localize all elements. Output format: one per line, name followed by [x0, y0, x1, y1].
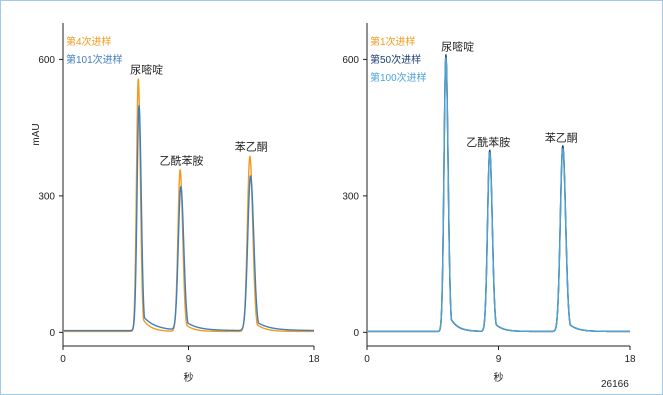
x-axis-title: 秒 — [494, 371, 504, 384]
y-tick-label: 600 — [342, 55, 359, 66]
y-tick-label: 300 — [342, 191, 359, 202]
legend-entry: 第4次进样 — [66, 35, 112, 48]
figure-id-label: 26166 — [601, 379, 629, 390]
x-axis-title: 秒 — [184, 371, 194, 384]
x-tick-label: 0 — [60, 354, 66, 365]
peak-annotation: 苯乙酮 — [235, 140, 268, 154]
legend-entry: 第50次进样 — [370, 53, 421, 66]
legend-entry: 第101次进样 — [66, 53, 123, 66]
series-line-2 — [62, 105, 315, 332]
legend-entry: 第100次进样 — [370, 71, 427, 84]
legend-entry: 第1次进样 — [370, 35, 416, 48]
y-tick-label: 600 — [38, 55, 55, 66]
x-tick-label: 9 — [186, 354, 192, 365]
y-tick-label: 0 — [49, 328, 55, 339]
y-axis-title: mAU — [31, 123, 42, 145]
peak-annotation: 尿嘧啶 — [130, 62, 163, 76]
y-tick-label: 0 — [353, 328, 359, 339]
x-tick-label: 18 — [624, 354, 636, 365]
series-line-1 — [62, 78, 315, 333]
series-line-2 — [366, 54, 631, 333]
series-line-3 — [366, 56, 631, 333]
series-line-1 — [366, 55, 631, 333]
peak-annotation: 乙酰苯胺 — [160, 153, 204, 167]
x-tick-label: 9 — [496, 354, 502, 365]
peak-annotation: 乙酰苯胺 — [466, 135, 510, 149]
y-tick-label: 300 — [38, 191, 55, 202]
peak-annotation: 尿嘧啶 — [441, 40, 474, 54]
x-tick-label: 0 — [364, 354, 370, 365]
x-tick-label: 18 — [308, 354, 320, 365]
peak-annotation: 苯乙酮 — [545, 131, 578, 145]
